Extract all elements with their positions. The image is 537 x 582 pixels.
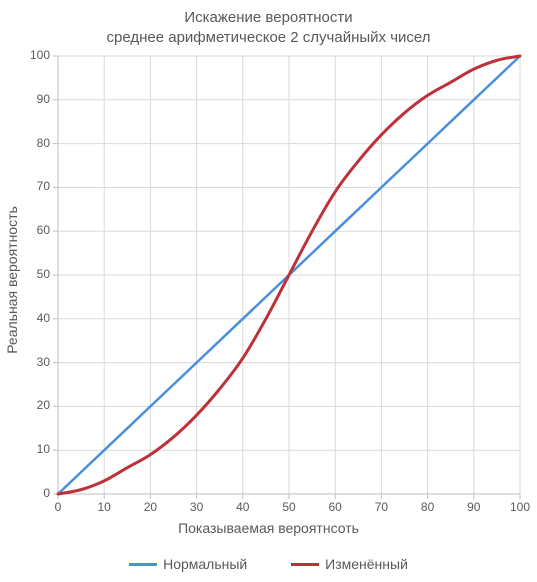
chart-container: Искажение вероятности среднее арифметиче… (0, 0, 537, 582)
legend-label-normal: Нормальный (163, 556, 247, 572)
legend: Нормальный Изменённый (0, 553, 537, 573)
x-tick-label: 90 (462, 500, 486, 514)
legend-label-changed: Изменённый (325, 556, 408, 572)
y-tick-label: 70 (37, 179, 50, 193)
legend-swatch-changed (291, 563, 319, 566)
y-tick-label: 90 (37, 92, 50, 106)
x-tick-label: 40 (231, 500, 255, 514)
y-tick-label: 10 (37, 442, 50, 456)
y-tick-label: 0 (43, 486, 50, 500)
x-tick-label: 30 (185, 500, 209, 514)
x-tick-label: 0 (46, 500, 70, 514)
y-tick-label: 100 (30, 48, 50, 62)
legend-item-changed: Изменённый (291, 556, 408, 572)
y-tick-label: 40 (37, 311, 50, 325)
legend-item-normal: Нормальный (129, 556, 247, 572)
x-tick-label: 60 (323, 500, 347, 514)
y-tick-label: 20 (37, 398, 50, 412)
y-tick-label: 50 (37, 267, 50, 281)
x-tick-label: 70 (369, 500, 393, 514)
y-tick-label: 80 (37, 136, 50, 150)
x-tick-label: 20 (138, 500, 162, 514)
x-tick-label: 10 (92, 500, 116, 514)
plot-area (0, 0, 537, 582)
x-tick-label: 100 (508, 500, 532, 514)
legend-swatch-normal (129, 563, 157, 566)
y-tick-label: 60 (37, 223, 50, 237)
x-tick-label: 80 (416, 500, 440, 514)
y-tick-label: 30 (37, 355, 50, 369)
x-tick-label: 50 (277, 500, 301, 514)
